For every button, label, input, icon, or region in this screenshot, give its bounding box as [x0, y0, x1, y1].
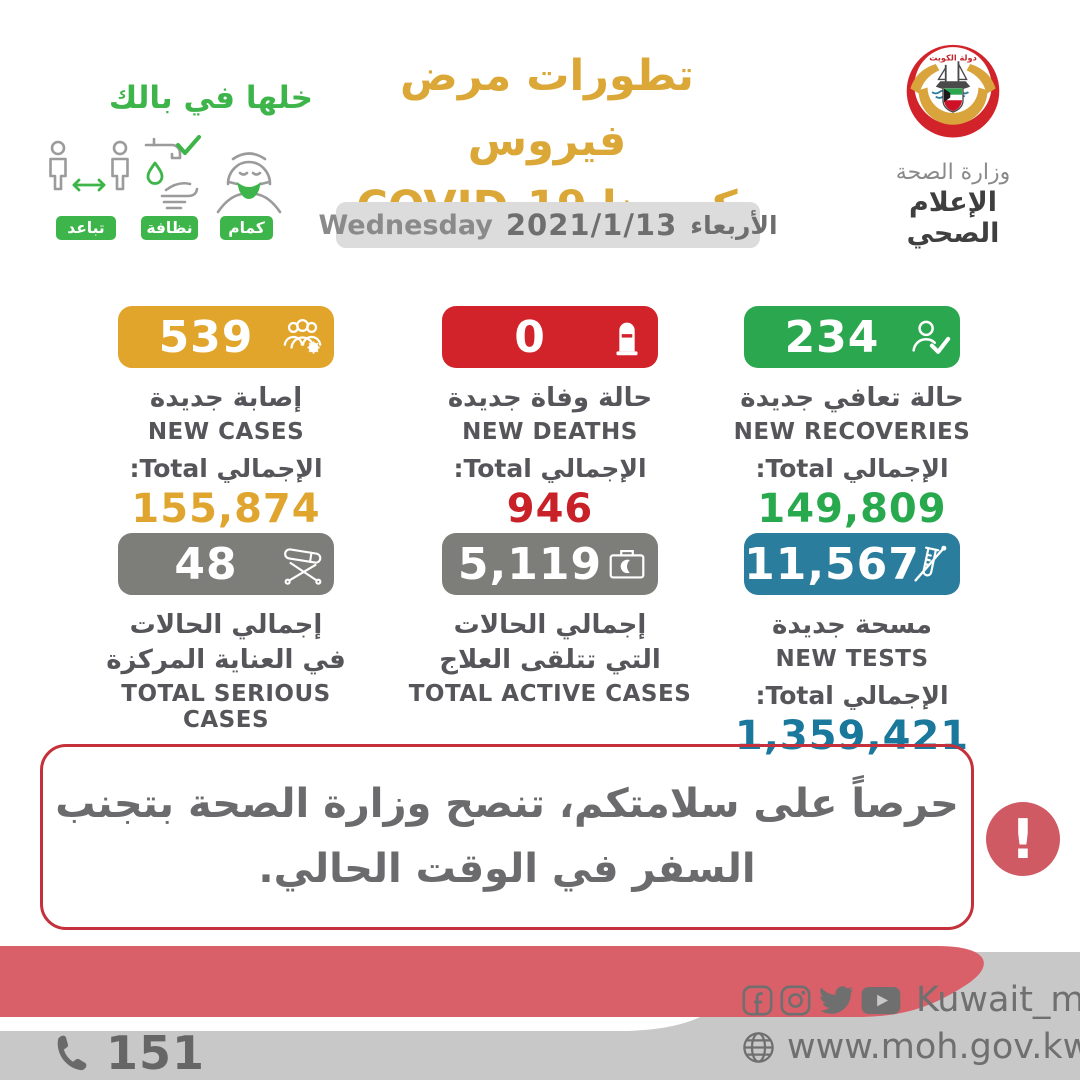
stat-new-deaths: 0 حالة وفاة جديدة NEW DEATHS الإجمالي To…	[400, 306, 700, 532]
total-serious-label-ar: إجمالي الحالات	[129, 610, 323, 640]
hotline-number: 151	[106, 1026, 206, 1080]
new-recoveries-total-value: 149,809	[757, 486, 947, 533]
total-active-label-ar2: التي تتلقى العلاج	[439, 645, 661, 676]
first-aid-kit-icon	[609, 549, 645, 579]
exclamation-icon: !	[986, 802, 1060, 876]
new-tests-total-label: الإجمالي Total:	[755, 681, 949, 711]
face-mask-icon	[216, 152, 282, 214]
total-serious-value: 48	[174, 538, 238, 590]
keep-in-mind-title: خلها في بالك	[108, 80, 313, 116]
new-tests-total-value: 1,359,421	[734, 713, 970, 760]
total-active-pill: 5,119	[442, 533, 658, 595]
date-weekday-en: Wednesday	[318, 209, 493, 241]
svg-text:دولة الكويت: دولة الكويت	[929, 52, 977, 62]
new-cases-label-ar: إصابة جديدة	[149, 383, 303, 413]
moh-emblem-icon: دولة الكويت	[906, 44, 1000, 138]
new-deaths-total-label: الإجمالي Total:	[453, 454, 647, 484]
hotline-row: 151	[52, 1026, 205, 1080]
footer-ribbon	[0, 946, 1080, 1080]
advisory-line2: السفر في الوقت الحالي.	[258, 846, 756, 892]
stat-new-tests: 11,567 مسحة جديدة NEW TESTS الإجمالي Tot…	[702, 533, 1002, 759]
date-value: 2021/1/13	[505, 208, 678, 242]
ministry-logo-block: دولة الكويت وزارة الصحة الإعلام الصحي	[876, 34, 1030, 249]
new-recoveries-label-en: NEW RECOVERIES	[733, 419, 971, 446]
badge-mask: كمام	[220, 216, 273, 240]
test-tube-icon	[914, 545, 947, 582]
new-cases-total-value: 155,874	[131, 486, 321, 533]
footer-red-band	[0, 946, 984, 1017]
new-tests-value: 11,567	[744, 538, 920, 590]
mask-shape	[237, 182, 261, 199]
new-recoveries-pill: 234	[744, 306, 960, 368]
stat-new-recoveries: 234 حالة تعافي جديدة NEW RECOVERIES الإج…	[702, 306, 1002, 532]
date-bar: Wednesday 2021/1/13 الأربعاء	[318, 202, 778, 248]
total-active-label-en: TOTAL ACTIVE CASES	[408, 681, 692, 708]
hand-wash-icon	[144, 135, 201, 210]
instagram-icon	[780, 985, 811, 1015]
facebook-icon	[742, 985, 773, 1015]
stat-new-cases: 539 إصابة جديدة NEW CASES الإجمالي Total…	[76, 306, 376, 532]
new-cases-value: 539	[158, 311, 254, 363]
new-recoveries-label-ar: حالة تعافي جديدة	[740, 383, 964, 413]
new-recoveries-total-label: الإجمالي Total:	[755, 454, 949, 484]
social-handle: Kuwait_moh	[916, 980, 1080, 1020]
total-active-label-ar: إجمالي الحالات	[453, 610, 647, 640]
new-deaths-pill: 0	[442, 306, 658, 368]
badge-hygiene: نظافة	[141, 216, 198, 240]
social-distance-icon	[49, 140, 129, 192]
stretcher-icon	[284, 548, 322, 585]
phone-icon	[57, 1035, 87, 1071]
website-url: www.moh.gov.kw	[787, 1027, 1080, 1067]
website-row: www.moh.gov.kw	[742, 1027, 1080, 1067]
new-tests-pill: 11,567	[744, 533, 960, 595]
person-check-icon	[912, 320, 951, 354]
advisory-line1: حرصاً على سلامتكم، تنصح وزارة الصحة بتجن…	[55, 781, 959, 828]
twitter-icon	[820, 986, 853, 1014]
new-recoveries-value: 234	[784, 311, 880, 363]
new-cases-pill: 539	[118, 306, 334, 368]
total-active-value: 5,119	[457, 538, 603, 590]
total-serious-pill: 48	[118, 533, 334, 595]
ministry-name: وزارة الصحة	[895, 160, 1011, 185]
social-links: Kuwait_moh	[742, 980, 1080, 1020]
new-cases-label-en: NEW CASES	[147, 419, 305, 446]
new-tests-label-en: NEW TESTS	[775, 646, 929, 673]
new-deaths-label-ar: حالة وفاة جديدة	[447, 383, 653, 413]
travel-advisory-box: حرصاً على سلامتكم، تنصح وزارة الصحة بتجن…	[40, 744, 974, 930]
ministry-department: الإعلام الصحي	[906, 187, 1000, 249]
page-title-line1: تطورات مرض فيروس	[400, 51, 694, 167]
stat-total-serious: 48 إجمالي الحالات في العناية المركزة TOT…	[76, 533, 376, 733]
badge-distancing: تباعد	[56, 216, 116, 240]
new-deaths-total-value: 946	[506, 486, 594, 533]
people-virus-icon	[283, 319, 322, 354]
stat-total-active: 5,119 إجمالي الحالات التي تتلقى العلاج T…	[400, 533, 700, 707]
youtube-icon	[861, 986, 901, 1014]
total-serious-label-en: TOTAL SERIOUS CASES	[121, 681, 331, 734]
new-deaths-value: 0	[514, 311, 546, 363]
total-serious-label-ar2: في العناية المركزة	[106, 645, 346, 676]
tombstone-icon	[616, 322, 638, 356]
date-weekday-ar: الأربعاء	[690, 210, 778, 240]
new-tests-label-ar: مسحة جديدة	[772, 610, 932, 640]
new-cases-total-label: الإجمالي Total:	[129, 454, 323, 484]
new-deaths-label-en: NEW DEATHS	[462, 419, 638, 446]
globe-icon	[743, 1031, 774, 1063]
